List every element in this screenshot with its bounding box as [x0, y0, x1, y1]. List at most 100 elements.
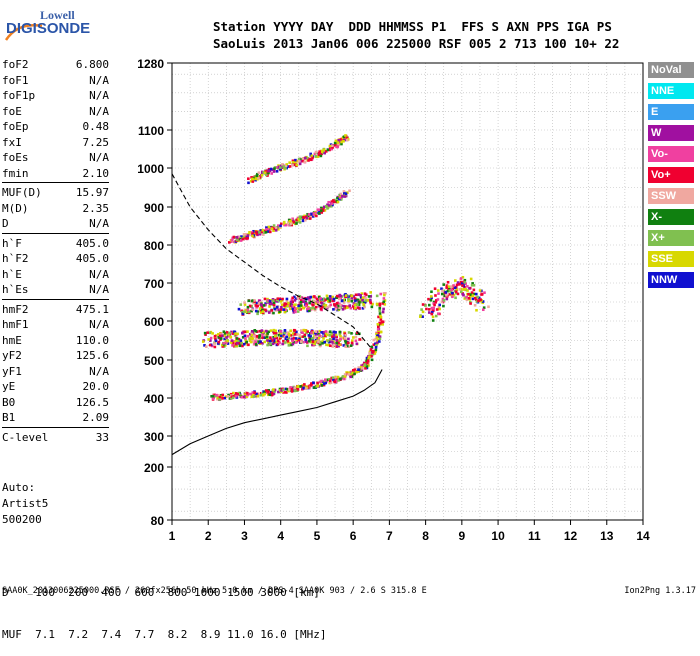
echo-dot: [452, 284, 455, 287]
echo-dot: [465, 298, 469, 302]
echo-dot: [322, 148, 326, 152]
echo-dot: [379, 330, 383, 334]
echo-dot: [464, 282, 467, 285]
y-tick-label: 500: [144, 354, 164, 368]
echo-dot: [325, 333, 329, 337]
x-tick-label: 7: [386, 529, 393, 543]
echo-dot: [252, 176, 256, 180]
param-name: yF1: [2, 364, 22, 378]
echo-dot: [328, 330, 332, 333]
echo-dot: [290, 343, 293, 347]
echo-dot: [420, 308, 423, 311]
echo-dot: [241, 336, 245, 339]
echo-dot: [258, 329, 262, 333]
echo-dot: [295, 218, 299, 222]
echo-dot: [276, 342, 280, 346]
echo-dot: [471, 282, 474, 285]
echo-dot: [465, 295, 468, 299]
echo-dot: [272, 328, 276, 332]
echo-dot: [462, 288, 466, 291]
echo-dot: [304, 300, 307, 304]
param-value: 2.09: [82, 411, 110, 424]
echo-dot: [282, 165, 285, 168]
echo-dot: [252, 301, 255, 305]
echo-dot: [288, 388, 291, 391]
echo-dot: [286, 387, 289, 391]
echo-dot: [338, 293, 342, 297]
param-name: yE: [2, 380, 16, 393]
echo-dot: [375, 332, 378, 336]
echo-dot: [275, 340, 279, 343]
echo-dot: [473, 303, 477, 307]
echo-dot: [328, 305, 331, 308]
echo-dot: [432, 306, 436, 310]
echo-dot: [228, 331, 231, 335]
echo-dot: [236, 332, 239, 336]
param-value: 0.48: [82, 120, 110, 133]
echo-dot: [375, 341, 379, 345]
echo-dot: [229, 341, 233, 344]
echo-dot: [430, 311, 434, 314]
echo-dot: [283, 341, 287, 344]
echo-dot: [250, 177, 254, 181]
echo-dot: [320, 331, 323, 334]
echo-dot: [249, 340, 253, 344]
echo-dot: [336, 344, 340, 348]
echo-dot: [372, 349, 375, 353]
echo-dot: [307, 214, 311, 218]
echo-dot: [255, 174, 259, 178]
echo-dot: [241, 310, 244, 314]
auto-code: 500200: [2, 513, 42, 526]
echo-dot: [296, 160, 300, 163]
echo-dot: [344, 345, 347, 349]
echo-dot: [347, 295, 350, 298]
echo-dot: [421, 303, 425, 306]
echo-dot: [331, 333, 334, 337]
echo-dot: [323, 379, 327, 383]
echo-dot: [474, 298, 478, 301]
echo-dot: [331, 340, 334, 344]
x-tick-label: 9: [459, 529, 466, 543]
echo-dot: [306, 156, 309, 160]
echo-dot: [347, 373, 351, 376]
echo-dot: [285, 297, 289, 301]
echo-dot: [330, 202, 334, 205]
echo-dot: [210, 394, 213, 398]
echo-dot: [234, 394, 238, 398]
echo-dot: [254, 230, 258, 234]
param-row: D N/A: [2, 216, 109, 232]
echo-dot: [286, 304, 289, 308]
echo-dot: [435, 308, 439, 311]
param-value: 15.97: [75, 186, 109, 199]
echo-dot: [260, 329, 264, 332]
echo-dot: [324, 334, 327, 338]
echo-dot: [271, 342, 275, 346]
echo-dot: [262, 304, 266, 307]
echo-dot: [359, 293, 362, 297]
echo-dot: [343, 337, 347, 340]
echo-dot: [259, 309, 263, 313]
echo-dot: [261, 333, 264, 337]
param-value: 7.25: [82, 135, 110, 149]
dashed-profile-curve: [171, 173, 372, 349]
echo-dot: [358, 338, 361, 341]
echo-dot: [293, 332, 297, 336]
echo-dot: [448, 289, 452, 292]
echo-dot: [321, 150, 324, 154]
echo-dot: [221, 393, 225, 397]
echo-dot: [288, 307, 292, 311]
echo-dot: [310, 154, 314, 158]
echo-dot: [481, 308, 485, 312]
echo-dot: [221, 345, 225, 348]
echo-dot: [263, 297, 267, 301]
echo-dot: [283, 304, 286, 307]
echo-dot: [291, 342, 295, 346]
echo-dot: [264, 303, 267, 307]
echo-dot: [343, 195, 347, 198]
echo-dot: [376, 323, 380, 326]
echo-dot: [272, 331, 276, 335]
echo-dot: [307, 213, 311, 216]
echo-dot: [477, 299, 480, 303]
echo-dot: [339, 377, 342, 381]
echo-dot: [339, 192, 342, 196]
